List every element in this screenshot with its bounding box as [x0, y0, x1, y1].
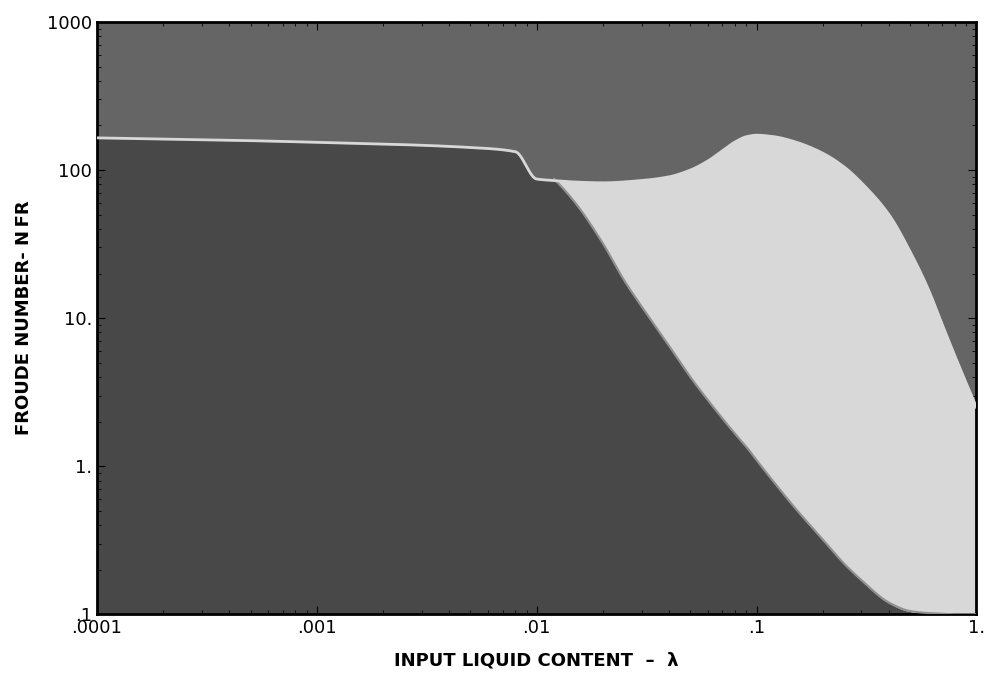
X-axis label: INPUT LIQUID CONTENT  –  λ: INPUT LIQUID CONTENT – λ	[394, 651, 679, 669]
Y-axis label: FROUDE NUMBER- N FR: FROUDE NUMBER- N FR	[15, 201, 33, 436]
